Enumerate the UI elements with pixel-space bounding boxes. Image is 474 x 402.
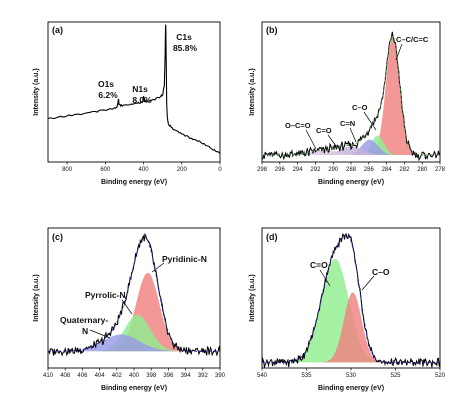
panel-b-co-arrow xyxy=(363,111,377,131)
panel-a-o1s-name: O1s xyxy=(98,79,114,89)
panel-c-n1s: 410 408 406 404 402 400 398 396 394 392 390 (c) Py… xyxy=(33,227,226,392)
panel-c-component-1 xyxy=(48,314,220,352)
panel-d-o1s: 540 535 530 525 520 (d) C=O C–O Binding ener… xyxy=(249,227,446,392)
panel-c-x-axis-label: Binding energy (eV) xyxy=(101,385,167,392)
panel-d-x-tick-label-3: 525 xyxy=(390,373,401,379)
panel-b-raw-spectrum xyxy=(262,31,441,162)
panel-b-ceqo-label: C=O xyxy=(316,126,332,135)
panel-d-component-1 xyxy=(262,292,440,363)
panel-b-x-tick-label-3: 292 xyxy=(310,167,321,173)
panel-b-x-tick-label-10: 278 xyxy=(435,167,446,173)
panel-b-x-tick-label-5: 288 xyxy=(346,167,357,173)
panel-c-fit-envelope xyxy=(48,236,220,352)
panel-b-x-tick-label-0: 298 xyxy=(257,167,268,173)
panel-b-ceqo-arrow xyxy=(327,134,337,147)
panel-d-x-tick-label-1: 535 xyxy=(301,373,312,379)
panel-b-x-tick-label-2: 294 xyxy=(293,167,304,173)
panel-b-x-tick-label-4: 290 xyxy=(328,167,339,173)
panel-d-x-ticks: 540 535 530 525 520 xyxy=(257,368,446,379)
panel-c-pyrrolic-arrow xyxy=(121,299,133,315)
panel-a-label: (a) xyxy=(52,25,63,35)
panel-c-pyridinic-label: Pyridinic-N xyxy=(162,254,207,264)
panel-c-pyridinic-arrow xyxy=(151,262,165,273)
panel-c-x-tick-label-8: 394 xyxy=(181,373,192,379)
panel-a-n1s-name: N1s xyxy=(132,84,148,94)
panel-c-x-tick-label-1: 408 xyxy=(60,373,71,379)
panel-a-x-tick-label-0: 800 xyxy=(62,167,73,173)
panel-d-ceqo-arrow xyxy=(319,269,331,287)
panel-a-x-tick-label-1: 600 xyxy=(100,167,111,173)
panel-b-x-tick-label-8: 282 xyxy=(399,167,410,173)
panel-c-x-tick-label-9: 392 xyxy=(198,373,209,379)
panel-a-x-axis-label: Binding energy (eV) xyxy=(101,179,167,186)
panel-c-x-tick-label-10: 390 xyxy=(215,373,226,379)
panel-a-x-ticks: 800 600 400 200 0 xyxy=(62,162,222,173)
panel-b-co-label: C–O xyxy=(352,103,368,112)
panel-a-x-tick-label-3: 200 xyxy=(177,167,188,173)
panel-c-x-tick-label-7: 396 xyxy=(163,373,174,379)
panel-b-x-tick-label-1: 296 xyxy=(275,167,286,173)
panel-b-label: (b) xyxy=(266,25,278,35)
panel-a-y-axis-label: Intensity (a.u.) xyxy=(33,68,40,115)
panel-d-fit-envelope xyxy=(262,234,440,363)
panel-a-frame xyxy=(47,21,221,163)
panel-d-co-label: C–O xyxy=(372,267,390,277)
panel-c-quaternary-label-2: N xyxy=(82,326,88,336)
panel-b-fit-envelope xyxy=(262,35,440,156)
panel-b-cn-label: C=N xyxy=(340,119,355,128)
panel-b-oco-arrow xyxy=(305,129,317,150)
panel-a-o1s-pct: 6.2% xyxy=(98,90,118,100)
panel-d-x-tick-label-4: 520 xyxy=(435,373,446,379)
panel-c-component-fills xyxy=(48,272,220,352)
panel-b-cn-arrow xyxy=(349,127,357,143)
panel-a-x-tick-label-4: 0 xyxy=(218,167,222,173)
panel-b-x-ticks: 298 296 294 292 290 288 286 284 282 280 278 xyxy=(257,162,446,173)
panel-a-c1s-name: C1s xyxy=(176,32,192,42)
panel-d-raw-spectrum xyxy=(261,232,441,368)
panel-a-n1s-pct: 8.0% xyxy=(132,95,152,105)
panel-c-x-tick-label-3: 404 xyxy=(95,373,106,379)
panel-c-y-axis-label: Intensity (a.u.) xyxy=(33,274,40,321)
panel-b-component-3 xyxy=(262,146,440,155)
panel-b-cc-arrow xyxy=(395,43,403,61)
panel-b-x-axis-label: Binding energy (eV) xyxy=(318,179,384,186)
panel-c-quaternary-arrow xyxy=(89,329,111,339)
panel-b-x-tick-label-9: 280 xyxy=(417,167,428,173)
panel-d-x-tick-label-2: 530 xyxy=(346,373,357,379)
panel-c-label: (c) xyxy=(52,232,63,242)
panel-b-x-tick-label-7: 284 xyxy=(382,167,393,173)
panel-c-x-tick-label-0: 410 xyxy=(43,373,54,379)
panel-b-oco-label: O–C=O xyxy=(285,121,311,130)
panel-c-x-ticks: 410 408 406 404 402 400 398 396 394 392 390 xyxy=(43,368,226,379)
panel-c-x-tick-label-2: 406 xyxy=(77,373,88,379)
panel-b-cc-label: C–C/C=C xyxy=(396,35,429,44)
panel-a-c1s-pct: 85.8% xyxy=(173,43,198,53)
panel-b-x-tick-label-6: 286 xyxy=(364,167,375,173)
panel-c-x-tick-label-5: 400 xyxy=(129,373,140,379)
panel-a-x-tick-label-2: 400 xyxy=(139,167,150,173)
panel-b-c1s: 298 296 294 292 290 288 286 284 282 280 278 (b) C–… xyxy=(249,21,446,186)
panel-d-x-tick-label-0: 540 xyxy=(257,373,268,379)
panel-d-co-arrow xyxy=(361,275,375,291)
panel-b-component-0 xyxy=(262,37,440,155)
panel-c-x-tick-label-6: 398 xyxy=(146,373,157,379)
panel-c-pyrrolic-label: Pyrrolic-N xyxy=(85,290,126,300)
panel-d-component-fills xyxy=(262,258,440,363)
panel-d-label: (d) xyxy=(266,232,278,242)
panel-c-quaternary-label: Quaternary- xyxy=(60,315,108,325)
panel-b-y-axis-label: Intensity (a.u.) xyxy=(249,68,256,115)
panel-a-survey-spectrum xyxy=(47,24,221,154)
panel-a-survey: 800 600 400 200 0 (a) O1s 6.2% N1s 8.0% C1s … xyxy=(33,21,222,186)
panel-d-x-axis-label: Binding energy (eV) xyxy=(318,385,384,392)
panel-d-y-axis-label: Intensity (a.u.) xyxy=(249,274,256,321)
panel-b-component-fills xyxy=(262,37,440,155)
panel-c-x-tick-label-4: 402 xyxy=(112,373,123,379)
panel-d-ceqo-label: C=O xyxy=(310,260,328,270)
